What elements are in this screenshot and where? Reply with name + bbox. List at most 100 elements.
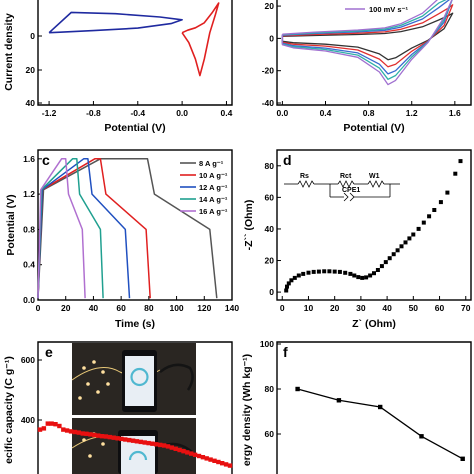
panel-e-point	[223, 462, 229, 467]
panel-d-point	[316, 269, 321, 274]
panel-d-xtick-label: 40	[382, 303, 392, 313]
panel-c-letter: c	[42, 152, 50, 168]
panel-f-point	[295, 386, 300, 392]
panel-d-point	[292, 275, 297, 280]
panel-a-ytick-label: 20	[26, 65, 36, 75]
panel-e-cycling-plot: e 600400200 ecific capacity (C g⁻¹)	[3, 341, 233, 474]
panel-e-point	[150, 441, 155, 446]
panel-c-ytick-label: 0.0	[23, 295, 35, 305]
panel-e-frame	[37, 341, 233, 474]
panel-e-point	[130, 438, 136, 443]
panel-d-point	[343, 270, 348, 275]
panel-b-ytick-label: 20	[265, 1, 275, 11]
panel-d-point	[286, 281, 291, 286]
panel-b-xtick-label: 0.0	[276, 108, 288, 118]
panel-c-xtick-label: 80	[144, 303, 154, 313]
panel-a-ytick-label: 0	[30, 31, 35, 41]
panel-d-point	[432, 208, 437, 212]
panel-c-frame	[37, 149, 233, 301]
panel-f-letter: f	[283, 344, 288, 360]
panel-e-point	[76, 430, 81, 435]
panel-e-point	[134, 439, 140, 444]
panel-e-point	[92, 432, 97, 438]
panel-d-xlabel: Z` (Ohm)	[352, 318, 396, 330]
panel-f-ytick-label: 100	[260, 339, 274, 349]
panel-e-point	[154, 442, 159, 447]
panel-e-point	[216, 459, 221, 465]
panel-e-point	[84, 431, 89, 436]
panel-d-letter: d	[283, 152, 292, 168]
panel-d-point	[411, 232, 416, 237]
panel-e-point	[173, 446, 178, 451]
panel-e-point	[138, 439, 143, 445]
panel-d-xtick-label: 50	[409, 303, 419, 313]
panel-d-point	[387, 256, 392, 261]
panel-e-ylabel: ecific capacity (C g⁻¹)	[3, 356, 15, 464]
panel-d-ylabel: -Z`` (Ohm)	[243, 200, 255, 251]
circuit-label-rct: Rct	[340, 173, 352, 180]
panel-e-point	[49, 421, 54, 426]
panel-d-frame	[276, 149, 472, 301]
panel-e-point	[127, 437, 132, 443]
panel-f-frame	[276, 341, 472, 474]
panel-b-xtick-label: 0.4	[320, 108, 332, 118]
panel-d-point	[311, 269, 316, 274]
panel-e-point	[61, 427, 66, 432]
panel-d-point	[416, 226, 421, 231]
panel-e-point	[200, 455, 206, 460]
panel-e-point	[57, 423, 62, 429]
panel-f-ytick-label: 60	[265, 429, 275, 439]
panel-f-point	[378, 404, 383, 410]
panel-c-xtick-label: 120	[197, 303, 211, 313]
panel-a-ylabel: Current density	[3, 13, 15, 91]
circuit-label-cpe1: CPE1	[342, 187, 360, 194]
panel-d-xtick-label: 70	[461, 303, 471, 313]
panel-d-point	[379, 264, 384, 269]
panel-b-legend-label: 100 mV s⁻¹	[369, 5, 408, 14]
panel-a-series-1	[181, 2, 220, 77]
panel-f-point	[460, 456, 465, 461]
panel-e-point	[99, 434, 105, 439]
panel-d-point	[285, 284, 289, 289]
panel-e-point	[123, 437, 128, 442]
panel-d-point	[453, 171, 458, 176]
panel-e-point	[146, 440, 151, 446]
panel-b-xtick-label: 1.2	[406, 108, 418, 118]
panel-e-point	[111, 435, 116, 440]
panel-b-xtick-label: 0.8	[363, 108, 375, 118]
panel-d-point	[458, 159, 463, 164]
panel-a-xtick-label: -0.4	[130, 108, 145, 118]
panel-d-point	[364, 275, 369, 280]
panel-f-line	[297, 388, 464, 460]
panel-e-point	[53, 422, 58, 427]
panel-d-xtick-label: 10	[304, 303, 314, 313]
panel-b-series-3	[281, 0, 453, 80]
panel-d-point	[407, 236, 412, 241]
panel-d-point	[348, 271, 353, 276]
panel-d-point	[296, 273, 301, 278]
panel-e-point	[161, 443, 167, 448]
panel-d-point	[383, 260, 388, 265]
panel-e-point	[37, 427, 43, 432]
panel-b-ytick-label: -40	[262, 98, 275, 108]
panel-c-legend-label: 12 A g⁻¹	[199, 183, 228, 192]
panel-a-frame	[37, 0, 233, 106]
panel-a-xtick-label: -1.2	[42, 108, 57, 118]
panel-b-frame	[276, 0, 472, 106]
panel-d-point	[322, 269, 327, 274]
panel-b-xtick-label: 1.6	[449, 108, 461, 118]
panel-c-xtick-label: 60	[116, 303, 126, 313]
panel-c-ytick-label: 1.2	[23, 189, 35, 199]
panel-c-xtick-label: 20	[61, 303, 71, 313]
panel-d-point	[356, 275, 361, 280]
panel-e-point	[212, 458, 217, 463]
panel-e-point	[208, 457, 213, 462]
panel-a-ytick-label: 40	[26, 98, 36, 108]
panel-d-ytick-label: 80	[265, 161, 275, 171]
panel-e-letter: e	[45, 344, 53, 360]
panel-e-point	[227, 463, 233, 468]
panel-e-point	[72, 429, 78, 435]
panel-e-point	[96, 433, 101, 438]
